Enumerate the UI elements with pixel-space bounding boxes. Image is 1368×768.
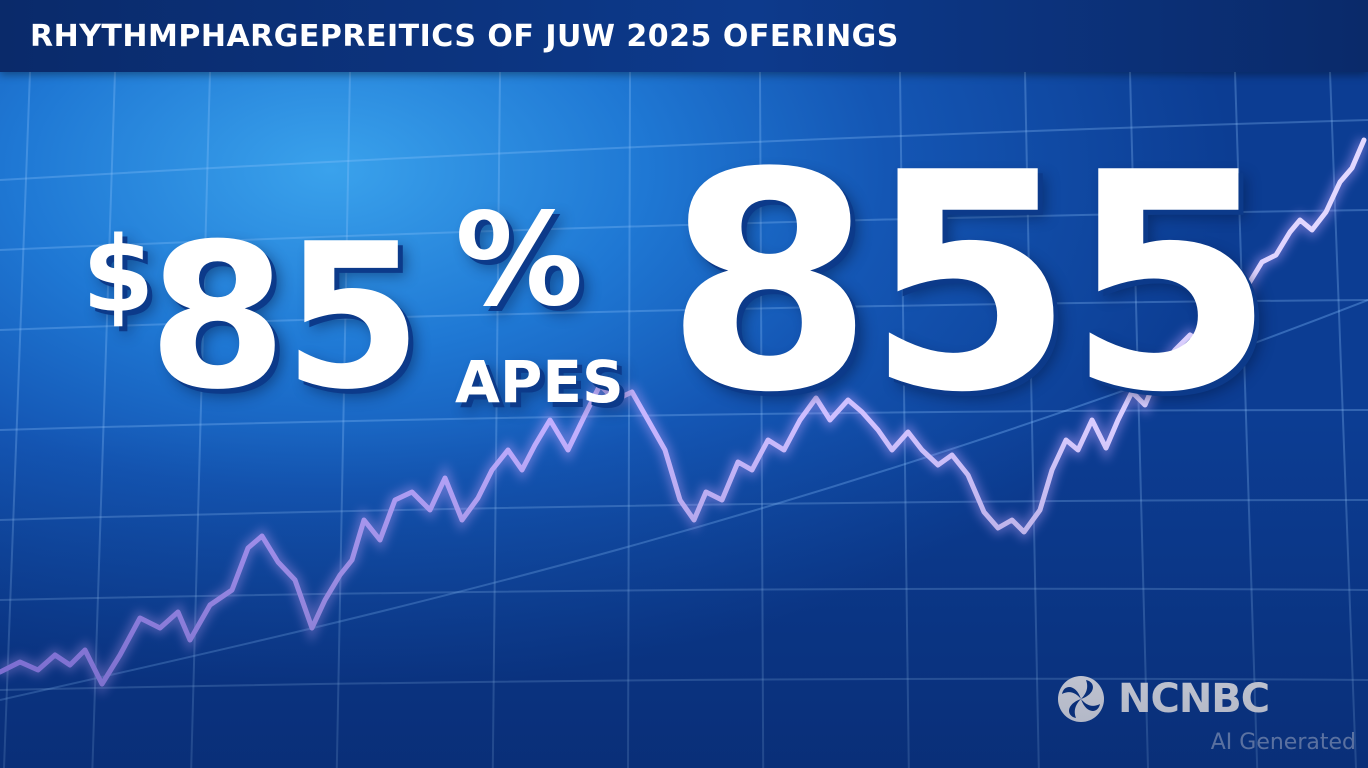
- headline-value-right: 855: [665, 109, 1275, 458]
- chart-trendline: [0, 299, 1368, 701]
- headline-sub-label: APES: [455, 348, 624, 416]
- currency-symbol: $: [82, 214, 155, 336]
- brand-name: NCNBC: [1118, 676, 1270, 722]
- price-line: [0, 137, 1367, 687]
- ncnbc-logo-icon: [1058, 676, 1104, 722]
- percent-sign: %: [455, 186, 584, 335]
- headline-value-left: 85: [148, 201, 422, 434]
- banner-title: RHYTHMPHARGEPREITICS OF JUW 2025 OFERING…: [30, 19, 899, 54]
- ai-generated-watermark: AI Generated: [1210, 730, 1356, 755]
- title-banner: RHYTHMPHARGEPREITICS OF JUW 2025 OFERING…: [0, 0, 1368, 72]
